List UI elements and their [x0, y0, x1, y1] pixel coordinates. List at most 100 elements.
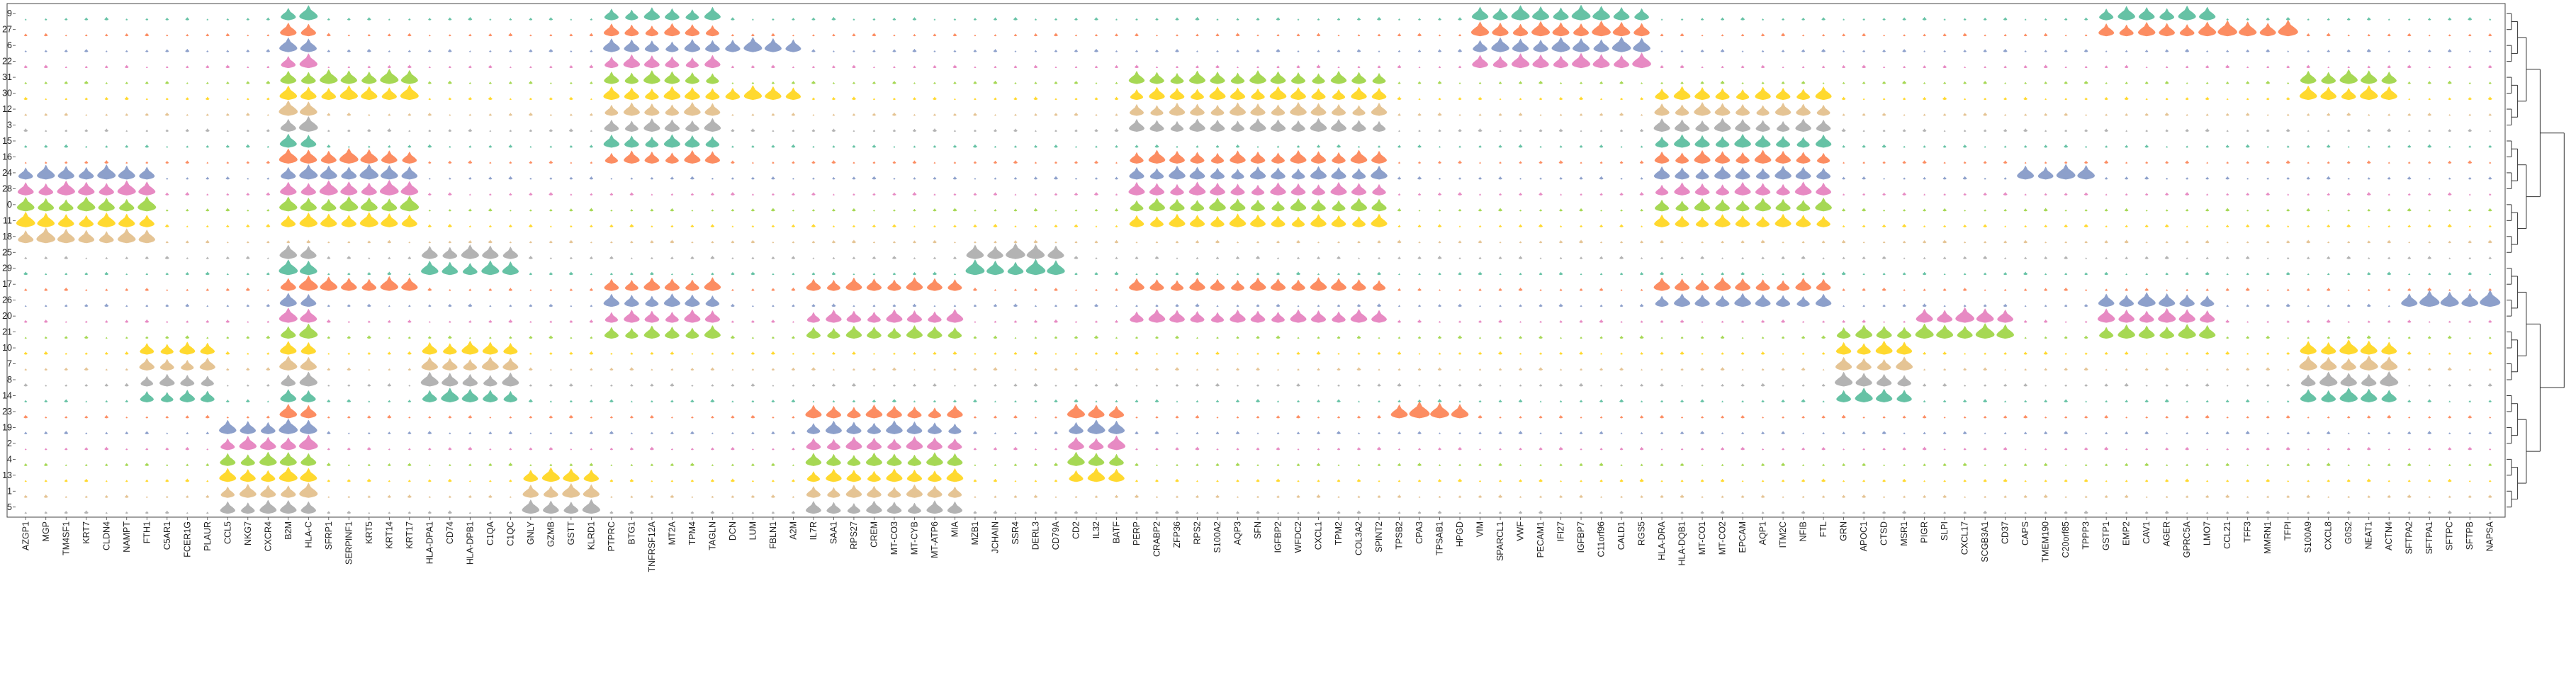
- violin-BATF-cluster-2: [1107, 435, 1125, 451]
- violin-FBLN1-cluster-6: [764, 38, 782, 52]
- violin-MT-ATP6-cluster-30: [933, 96, 937, 101]
- violin-EMP2-cluster-22: [2124, 64, 2129, 69]
- violin-MZB1-cluster-29: [965, 259, 985, 276]
- violin-A2M-cluster-6: [785, 39, 802, 52]
- violin-IL7R-cluster-31: [811, 80, 816, 84]
- violin-BTG1-cluster-23: [630, 415, 634, 419]
- violin-EMP2-cluster-25: [2125, 256, 2128, 259]
- violin-BATF-cluster-19: [1108, 420, 1125, 434]
- violin-CTSD-cluster-16: [1882, 161, 1886, 164]
- violin-RPS2-cluster-5: [1196, 511, 1199, 514]
- violin-SFN-cluster-28: [1251, 184, 1265, 196]
- violin-HLA-DPA1-cluster-1: [428, 495, 431, 498]
- violin-SCGB3A1-cluster-12: [1983, 112, 1988, 116]
- violin-IL32-cluster-21: [1094, 334, 1098, 339]
- violin-CALD1-cluster-9: [1613, 6, 1630, 21]
- x-tick-label: CAV1: [2142, 521, 2152, 544]
- violin-CXCL8-cluster-26: [2327, 304, 2330, 307]
- violin-NFIB-cluster-13: [1801, 478, 1806, 482]
- violin-HLA-DPB1-cluster-17: [468, 288, 472, 291]
- violin-MIA-cluster-0: [952, 208, 957, 212]
- violin-SFTPA2-cluster-3: [2408, 130, 2411, 132]
- violin-SPARCL1-cluster-3: [1499, 130, 1502, 132]
- violin-TFF3-cluster-12: [2245, 112, 2250, 116]
- violin-HLA-DQB1-cluster-15: [1674, 134, 1691, 148]
- violin-TFF3-cluster-17: [2245, 287, 2250, 291]
- violin-DCN-cluster-19: [731, 431, 734, 434]
- violin-SSR4-cluster-19: [1014, 431, 1017, 434]
- violin-PECAM1-cluster-29: [1539, 272, 1543, 276]
- violin-TPSB2-cluster-14: [1397, 400, 1401, 402]
- violin-TPM2-cluster-20: [1332, 311, 1346, 323]
- violin-HLA-C-cluster-19: [300, 419, 317, 434]
- violin-CXCR4-cluster-5: [259, 499, 277, 514]
- violin-C5AR1-cluster-27: [166, 34, 169, 37]
- violin-NKG7-cluster-27: [247, 34, 249, 37]
- violin-CAV1-cluster-22: [2145, 66, 2148, 69]
- violin-PTPRC-cluster-20: [604, 312, 618, 323]
- violin-G0S2-cluster-13: [2346, 478, 2351, 482]
- violin-IGFBP7-cluster-2: [1580, 448, 1582, 451]
- violin-DCN-cluster-14: [731, 400, 734, 402]
- violin-TAGLN-cluster-28: [710, 192, 714, 196]
- violin-CREM-cluster-4: [865, 452, 882, 466]
- violin-HLA-DQB1-cluster-1: [1680, 494, 1684, 498]
- violin-TNFRSF12A-cluster-4: [650, 463, 654, 466]
- violin-COL3A2-cluster-28: [1351, 183, 1367, 196]
- violin-NEAT1-cluster-2: [2367, 446, 2371, 451]
- violin-AQP1-cluster-18: [1760, 239, 1765, 244]
- x-tick-label: CREM: [869, 521, 879, 548]
- violin-SAA1-cluster-29: [831, 271, 836, 276]
- violin-TPSAB1-cluster-5: [1437, 510, 1442, 514]
- violin-HLA-DQB1-cluster-22: [1680, 64, 1684, 69]
- violin-MT-CYB-cluster-22: [913, 65, 916, 69]
- violin-CCL5-cluster-17: [225, 288, 230, 291]
- violin-SPINT2-cluster-0: [1371, 198, 1387, 212]
- violin-MSR1-cluster-20: [1903, 320, 1906, 323]
- violin-GNLY-cluster-4: [529, 463, 532, 466]
- violin-TAGLN-cluster-30: [705, 88, 720, 101]
- violin-SFTPA1-cluster-4: [2428, 464, 2431, 466]
- violin-SFTPA1-cluster-6: [2427, 49, 2431, 52]
- violin-AGER-cluster-1: [2165, 495, 2169, 498]
- violin-CTSD-cluster-28: [1882, 192, 1886, 196]
- violin-S100A9-cluster-4: [2306, 463, 2310, 466]
- violin-A2M-cluster-18: [792, 241, 795, 244]
- violin-FBLN1-cluster-2: [772, 448, 775, 451]
- violin-SSR4-cluster-18: [1013, 239, 1018, 244]
- violin-RPS2-cluster-1: [1196, 494, 1199, 498]
- violin-C5AR1-cluster-24: [166, 177, 169, 180]
- violin-CAPS-cluster-11: [2024, 225, 2027, 227]
- violin-NAMPT-cluster-11: [118, 213, 135, 227]
- violin-SPINT2-cluster-22: [1377, 64, 1381, 69]
- violin-SSR4-cluster-1: [1013, 494, 1018, 498]
- violin-COL3A2-cluster-21: [1356, 335, 1361, 339]
- violin-SCGB3A1-cluster-23: [1984, 415, 1987, 419]
- violin-SPARCL1-cluster-10: [1498, 351, 1502, 355]
- violin-GZMB-cluster-21: [549, 334, 553, 339]
- violin-DCN-cluster-25: [731, 256, 734, 259]
- violin-SFTPC-cluster-10: [2448, 351, 2451, 355]
- violin-CD2-cluster-27: [1074, 34, 1078, 37]
- violin-CAV1-cluster-21: [2138, 325, 2155, 339]
- violin-SPARCL1-cluster-5: [1498, 511, 1502, 514]
- violin-TM4SF1-cluster-30: [64, 97, 68, 101]
- violin-CAPS-cluster-28: [2024, 193, 2027, 196]
- violin-SFTPB-cluster-11: [2468, 225, 2471, 227]
- violin-KRT14-cluster-29: [387, 271, 392, 276]
- violin-CAV1-cluster-17: [2144, 287, 2149, 291]
- violin-B2M-cluster-2: [280, 437, 296, 451]
- violin-TM4SF1-cluster-23: [64, 415, 68, 419]
- violin-TPSB2-cluster-25: [1397, 256, 1401, 259]
- violin-APOC1-cluster-18: [1862, 241, 1865, 244]
- violin-CD79A-cluster-19: [1054, 431, 1058, 434]
- violin-HLA-DQB1-cluster-27: [1680, 33, 1684, 37]
- violin-COL3A2-cluster-0: [1351, 198, 1367, 212]
- x-tick-label: TPSAB1: [1435, 521, 1445, 555]
- violin-EPCAM-cluster-17: [1735, 278, 1750, 291]
- violin-C11orf96-cluster-4: [1599, 462, 1604, 466]
- violin-CPA3-cluster-30: [1418, 98, 1421, 101]
- violin-CXCL1-cluster-30: [1311, 88, 1326, 101]
- violin-GSTP1-cluster-28: [2105, 193, 2108, 196]
